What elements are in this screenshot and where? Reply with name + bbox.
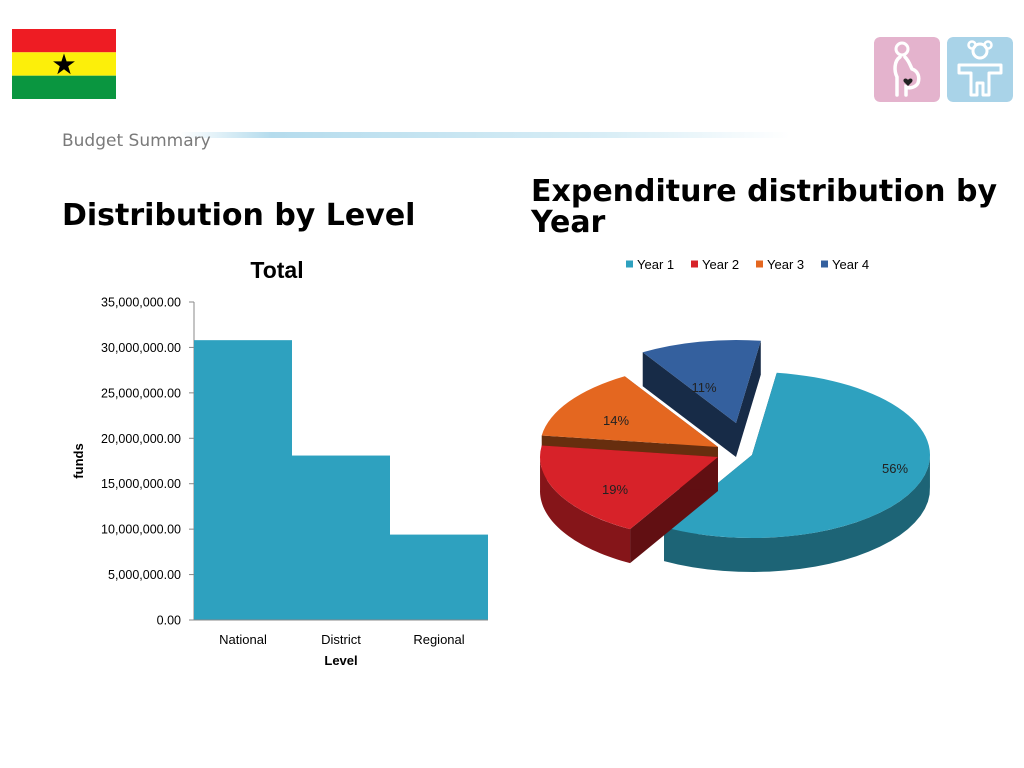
- slice-top: [664, 372, 930, 538]
- legend-label: Year 2: [702, 257, 739, 272]
- x-tick-label: National: [219, 632, 267, 647]
- slice-top: [541, 376, 718, 447]
- x-tick-label: Regional: [413, 632, 464, 647]
- bar-national: [194, 340, 292, 620]
- legend-label: Year 4: [832, 257, 869, 272]
- bar-chart-title: Total: [250, 257, 303, 283]
- ghana-flag-icon: [12, 29, 116, 99]
- pregnant-mother-icon: [874, 37, 940, 102]
- bar-chart: Total 0.00 5,000,000.00 10,000,000.00 15,000…: [71, 257, 488, 668]
- legend-swatch: [626, 260, 633, 268]
- legend-label: Year 3: [767, 257, 804, 272]
- bar-district: [292, 455, 390, 620]
- legend-swatch: [821, 260, 828, 268]
- legend-swatch: [756, 260, 763, 268]
- y-tick-label: 25,000,000.00: [101, 386, 181, 400]
- pie-value-label: 14%: [603, 413, 629, 428]
- header-divider: [180, 132, 790, 138]
- pie-slice-year-4: [642, 339, 761, 457]
- left-heading: Distribution by Level: [62, 198, 416, 233]
- y-axis-title: funds: [71, 443, 86, 478]
- slice-top: [540, 445, 718, 530]
- y-tick-label: 5,000,000.00: [108, 568, 181, 582]
- black-star-icon: [53, 53, 75, 75]
- section-label: Budget Summary: [62, 131, 211, 151]
- x-axis-title: Level: [324, 653, 357, 668]
- right-heading: Expenditure distribution by Year: [531, 174, 997, 240]
- slice-side: [540, 455, 631, 564]
- pie-value-label: 19%: [602, 482, 628, 497]
- slice-side: [664, 453, 930, 572]
- legend-label: Year 1: [637, 257, 674, 272]
- bar-regional: [390, 534, 488, 620]
- slice-wall: [642, 352, 736, 457]
- pie-slice-year-1: [664, 372, 930, 572]
- pie-chart: Year 1 Year 2 Year 3 Year 4 56% 19% 14% 11%: [540, 257, 930, 572]
- x-tick-label: District: [321, 632, 361, 647]
- y-tick-label: 10,000,000.00: [101, 523, 181, 537]
- child-icon: [947, 37, 1013, 102]
- y-tick-label: 35,000,000.00: [101, 296, 181, 310]
- legend-swatch: [691, 260, 698, 268]
- y-tick-label: 20,000,000.00: [101, 432, 181, 446]
- slice-top: [642, 339, 761, 423]
- slice-wall: [736, 340, 761, 457]
- pie-value-label: 56%: [882, 461, 908, 476]
- y-tick-label: 15,000,000.00: [101, 477, 181, 491]
- y-tick-label: 0.00: [157, 614, 181, 628]
- y-tick-label: 30,000,000.00: [101, 341, 181, 355]
- pie-slice-year-2: [540, 445, 718, 564]
- pie-value-label: 11%: [691, 380, 716, 395]
